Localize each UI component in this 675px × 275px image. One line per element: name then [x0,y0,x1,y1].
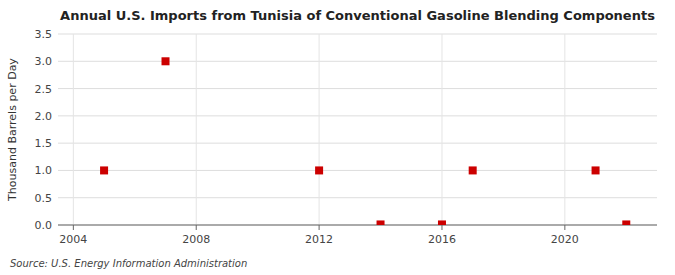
x-grid-line [564,34,565,225]
source-note: Source: U.S. Energy Information Administ… [10,258,247,269]
x-grid-line [441,34,442,225]
x-tick-label: 2016 [428,233,456,246]
y-tick-label: 0.0 [35,219,53,232]
y-tick-label: 1.0 [35,164,53,177]
point [162,57,170,65]
chart: 0.0 0.5 1.0 1.5 2.0 2.5 3.0 3.5 2004 2008 2012 2016… [0,0,675,275]
point [469,166,477,174]
y-grid-line [58,115,657,116]
y-tick-label: 0.5 [35,192,53,205]
x-grid-line [196,34,197,225]
point [622,220,630,225]
point [377,220,385,225]
x-tick-label: 2012 [305,233,333,246]
point [315,166,323,174]
x-tick [319,225,320,230]
x-axis-line [58,225,657,226]
y-tick-label: 2.5 [35,83,53,96]
x-tick [196,225,197,230]
point [592,166,600,174]
x-tick [564,225,565,230]
point [100,166,108,174]
x-grid-line [73,34,74,225]
y-grid-line [58,225,657,226]
point [438,220,446,225]
x-tick [441,225,442,230]
y-grid-line [58,170,657,171]
y-tick-label: 3.0 [35,55,53,68]
x-tick-label: 2004 [59,233,87,246]
y-grid-line [58,88,657,89]
grid [58,34,657,225]
y-tick-label: 2.0 [35,110,53,123]
y-grid-line [58,197,657,198]
y-grid-line [58,143,657,144]
y-tick-label: 1.5 [35,137,53,150]
points [100,57,630,225]
x-tick-label: 2020 [551,233,579,246]
x-grid-line [319,34,320,225]
y-axis-label: Thousand Barrels per Day [6,58,19,202]
title: Annual U.S. Imports from Tunisia of Conv… [60,8,655,23]
x-tick-label: 2008 [182,233,210,246]
y-tick-label: 3.5 [35,28,53,41]
y-grid-line [58,61,657,62]
x-tick [73,225,74,230]
y-grid-line [58,34,657,35]
